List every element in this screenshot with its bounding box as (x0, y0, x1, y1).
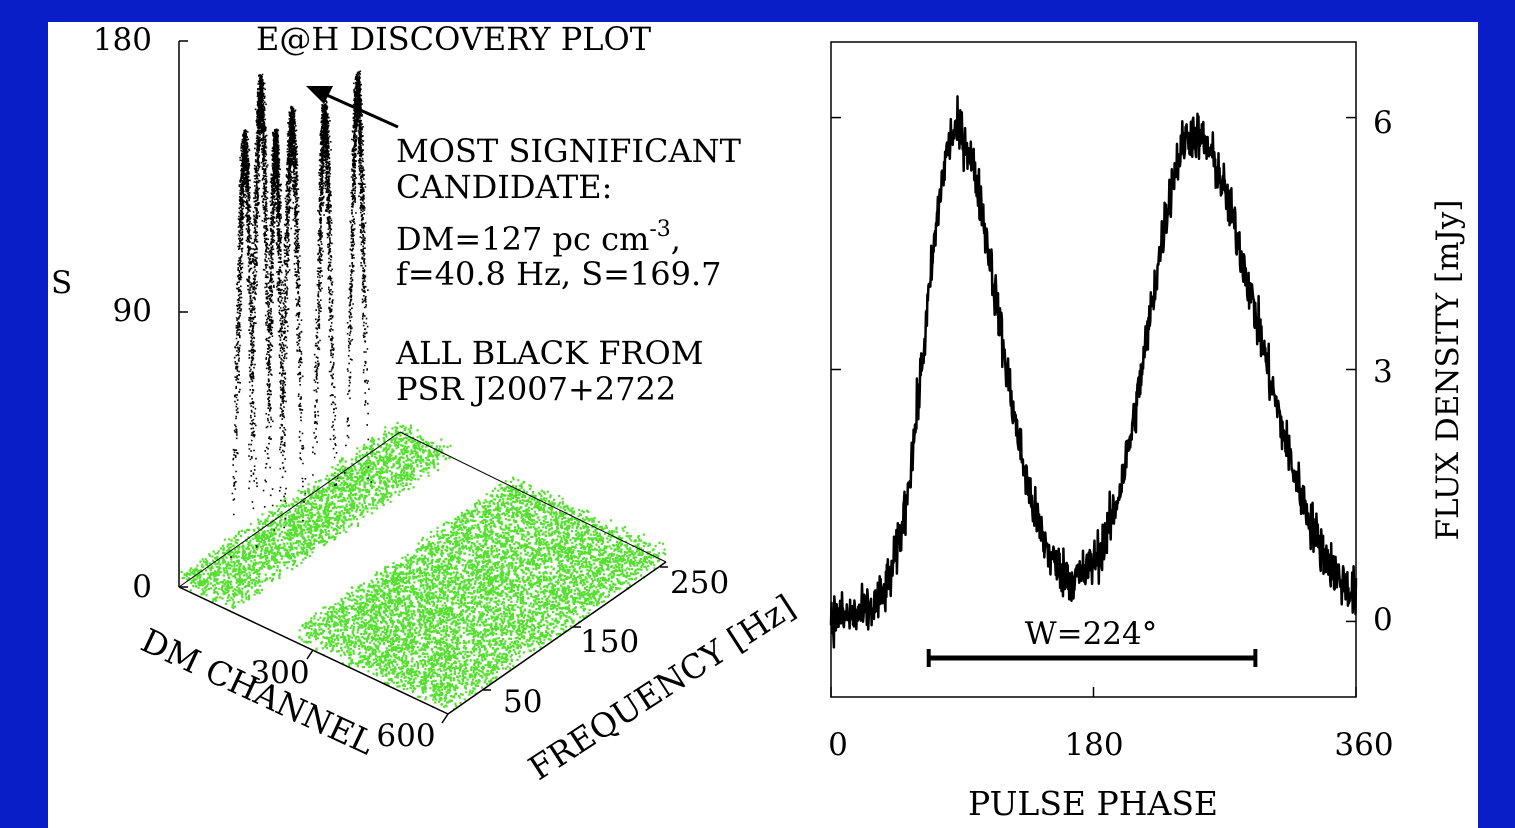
annotation-comma: , (671, 220, 681, 258)
annotation-arrow-shaft (319, 90, 399, 129)
dm-tick-mark (441, 713, 449, 724)
s-tick-label: 90 (113, 293, 152, 329)
annotation-dm-text: DM=127 pc cm (396, 220, 649, 258)
annotation-line: DM=127 pc cm-3, (396, 217, 681, 258)
freq-axis-line (447, 561, 667, 715)
freq-tick-label: 250 (670, 565, 729, 601)
y-axis-label: FLUX DENSITY [mJy] (1430, 199, 1466, 540)
green-noise-points (180, 421, 667, 711)
pulsar-candidate-points (230, 70, 372, 558)
dm-tick-label: 300 (250, 655, 309, 691)
annotation-arrow-head (306, 86, 333, 104)
s-tick-label: 0 (132, 569, 152, 605)
y-tick-label: 0 (1373, 602, 1393, 638)
annotation-line: ALL BLACK FROM (395, 334, 704, 372)
annotation-superscript: -3 (649, 217, 670, 242)
freq-tick-label: 50 (503, 684, 542, 720)
black-point-cloud (230, 70, 372, 558)
pulse-profile-line (829, 95, 1358, 649)
pulse-profile-plot: 0 180 360 PULSE PHASE 0 3 6 FLUX DENSITY… (828, 41, 1466, 823)
figure-svg: 180 90 0 S 300 600 DM CHANNEL 50 150 250… (51, 22, 1466, 823)
x-tick-label: 0 (828, 727, 848, 763)
x-tick-label: 360 (1334, 727, 1393, 763)
annotation-line: CANDIDATE: (396, 168, 612, 206)
x-tick-label: 180 (1064, 727, 1123, 763)
back-floor-line (178, 431, 401, 588)
s-tick-label: 180 (93, 22, 152, 58)
discovery-plot-title: E@H DISCOVERY PLOT (256, 22, 652, 58)
pulse-width-label: W=224° (1025, 616, 1158, 652)
back-floor-line-2 (399, 431, 667, 563)
green-point-cloud (180, 421, 667, 711)
discovery-plot: 180 90 0 S 300 600 DM CHANNEL 50 150 250… (51, 22, 802, 788)
figure-panel: 180 90 0 S 300 600 DM CHANNEL 50 150 250… (48, 22, 1478, 828)
profile-frame (830, 41, 1357, 698)
freq-axis-label: FREQUENCY [Hz] (521, 587, 801, 788)
y-tick-label: 3 (1373, 354, 1393, 390)
annotation-line: PSR J2007+2722 (396, 370, 676, 408)
y-tick-label: 6 (1373, 105, 1393, 141)
x-axis-label: PULSE PHASE (968, 784, 1218, 823)
annotation-line: MOST SIGNIFICANT (396, 132, 742, 170)
freq-tick-label: 150 (580, 624, 639, 660)
s-axis-label: S (51, 265, 72, 301)
annotation-line: f=40.8 Hz, S=169.7 (396, 255, 722, 293)
dm-tick-mark (306, 649, 314, 660)
dm-tick-label: 600 (376, 718, 435, 754)
